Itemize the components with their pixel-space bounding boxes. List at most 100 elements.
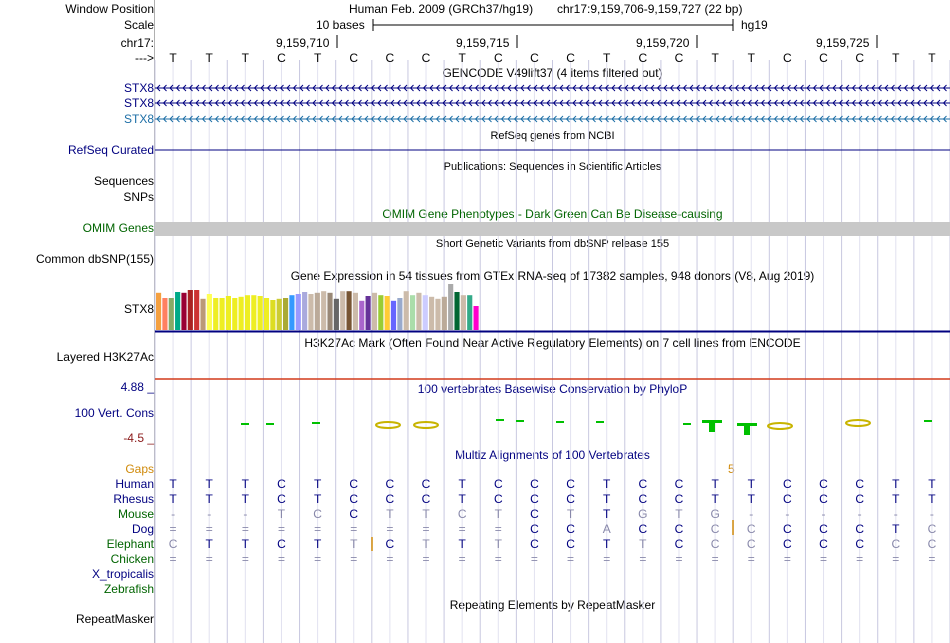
strand-chevron bbox=[312, 84, 317, 92]
strand-chevron bbox=[799, 84, 804, 92]
gtex-tissue-bar bbox=[168, 298, 174, 330]
alignment-base-chicken: = bbox=[422, 552, 430, 566]
strand-chevron bbox=[617, 115, 622, 123]
species-label-human[interactable]: Human bbox=[115, 477, 154, 491]
alignment-base-elephant: C bbox=[674, 537, 684, 551]
omim-genes-label[interactable]: OMIM Genes bbox=[82, 221, 154, 235]
strand-chevron bbox=[351, 84, 356, 92]
alignment-base-dog: = bbox=[205, 522, 213, 536]
strand-chevron bbox=[578, 115, 583, 123]
alignment-base-mouse: C bbox=[313, 507, 322, 521]
strand-chevron bbox=[461, 99, 466, 107]
alignment-base-human: C bbox=[493, 477, 503, 491]
strand-chevron bbox=[689, 99, 694, 107]
strand-chevron bbox=[604, 84, 609, 92]
species-label-dog[interactable]: Dog bbox=[131, 522, 154, 536]
alignment-base-human: T bbox=[205, 477, 213, 491]
strand-chevron bbox=[357, 99, 362, 107]
strand-chevron bbox=[682, 115, 687, 123]
alignment-base-rhesus: C bbox=[638, 492, 648, 506]
strand-chevron bbox=[435, 84, 440, 92]
strand-chevron bbox=[585, 84, 590, 92]
h3k27ac-label[interactable]: Layered H3K27Ac bbox=[56, 350, 154, 364]
gtex-tissue-bar bbox=[238, 296, 244, 330]
strand-chevron bbox=[676, 84, 681, 92]
strand-arrow-label[interactable]: ---> bbox=[135, 51, 154, 65]
alignment-base-rhesus: C bbox=[566, 492, 575, 506]
strand-chevron bbox=[403, 115, 408, 123]
phylop-letter-mark bbox=[845, 419, 871, 427]
species-label-mouse[interactable]: Mouse bbox=[117, 507, 154, 521]
strand-chevron bbox=[338, 84, 343, 92]
gencode-stx8-label-3[interactable]: STX8 bbox=[123, 112, 154, 126]
window-position-label[interactable]: Window Position bbox=[65, 2, 154, 16]
position-readout: chr17:9,159,706-9,159,727 (22 bp) bbox=[557, 2, 743, 16]
alignment-base-elephant: T bbox=[458, 537, 466, 551]
strand-chevron bbox=[279, 84, 284, 92]
strand-chevron bbox=[520, 99, 525, 107]
species-label-elephant[interactable]: Elephant bbox=[106, 537, 154, 551]
strand-chevron bbox=[169, 99, 174, 107]
strand-chevron bbox=[208, 84, 213, 92]
strand-chevron bbox=[656, 84, 661, 92]
strand-chevron bbox=[747, 84, 752, 92]
strand-chevron bbox=[292, 84, 297, 92]
alignment-base-elephant: C bbox=[385, 537, 395, 551]
phylop-mark bbox=[241, 423, 249, 425]
strand-chevron bbox=[721, 84, 726, 92]
species-label-zebrafish[interactable]: Zebrafish bbox=[103, 582, 154, 596]
strand-chevron bbox=[182, 84, 187, 92]
gencode-stx8-label-1[interactable]: STX8 bbox=[123, 81, 154, 95]
alignment-base-mouse: G bbox=[638, 507, 648, 521]
gtex-tissue-bar bbox=[416, 292, 422, 330]
gtex-gene-label[interactable]: STX8 bbox=[123, 302, 154, 316]
strand-chevron bbox=[513, 115, 518, 123]
strand-chevron bbox=[676, 115, 681, 123]
strand-chevron bbox=[708, 84, 713, 92]
phylop-mark bbox=[924, 420, 932, 422]
strand-chevron bbox=[325, 84, 330, 92]
strand-chevron bbox=[403, 84, 408, 92]
refseq-curated-label[interactable]: RefSeq Curated bbox=[67, 143, 154, 157]
alignment-base-mouse: T bbox=[386, 507, 394, 521]
dbsnp-label[interactable]: Common dbSNP(155) bbox=[35, 252, 154, 266]
alignment-base-human: T bbox=[892, 477, 900, 491]
strand-chevron bbox=[669, 115, 674, 123]
snps-label[interactable]: SNPs bbox=[123, 190, 154, 204]
gtex-tissue-bar bbox=[194, 290, 200, 330]
strand-chevron bbox=[643, 99, 648, 107]
alignment-base-chicken: = bbox=[205, 552, 213, 566]
strand-chevron bbox=[370, 115, 375, 123]
strand-chevron bbox=[214, 115, 219, 123]
strand-chevron bbox=[286, 84, 291, 92]
strand-chevron bbox=[260, 99, 265, 107]
species-label-rhesus[interactable]: Rhesus bbox=[113, 492, 154, 506]
strand-chevron bbox=[877, 84, 882, 92]
species-label-x_tropicalis[interactable]: X_tropicalis bbox=[91, 567, 154, 581]
phylop-track-label[interactable]: 100 Vert. Cons bbox=[74, 406, 154, 420]
gaps-label[interactable]: Gaps bbox=[125, 462, 154, 476]
strand-chevron bbox=[461, 115, 466, 123]
chrom-label[interactable]: chr17: bbox=[120, 36, 154, 50]
strand-chevron bbox=[175, 84, 180, 92]
gencode-stx8-label-2[interactable]: STX8 bbox=[123, 96, 154, 110]
scale-label[interactable]: Scale bbox=[123, 18, 154, 32]
sequences-label[interactable]: Sequences bbox=[93, 174, 154, 188]
strand-chevron bbox=[819, 99, 824, 107]
alignment-base-mouse: C bbox=[457, 507, 467, 521]
gtex-tissue-bar bbox=[295, 294, 301, 330]
strand-chevron bbox=[429, 115, 434, 123]
strand-chevron bbox=[481, 84, 486, 92]
alignment-base-human: T bbox=[169, 477, 177, 491]
alignment-base-dog: C bbox=[819, 522, 828, 536]
strand-chevron bbox=[786, 99, 791, 107]
strand-chevron bbox=[942, 115, 947, 123]
strand-chevron bbox=[630, 84, 635, 92]
alignment-base-human: C bbox=[638, 477, 648, 491]
repeatmasker-label[interactable]: RepeatMasker bbox=[75, 612, 154, 626]
strand-chevron bbox=[383, 99, 388, 107]
species-label-chicken[interactable]: Chicken bbox=[110, 552, 154, 566]
reference-base: C bbox=[349, 51, 359, 65]
gtex-tissue-bar bbox=[302, 292, 308, 330]
